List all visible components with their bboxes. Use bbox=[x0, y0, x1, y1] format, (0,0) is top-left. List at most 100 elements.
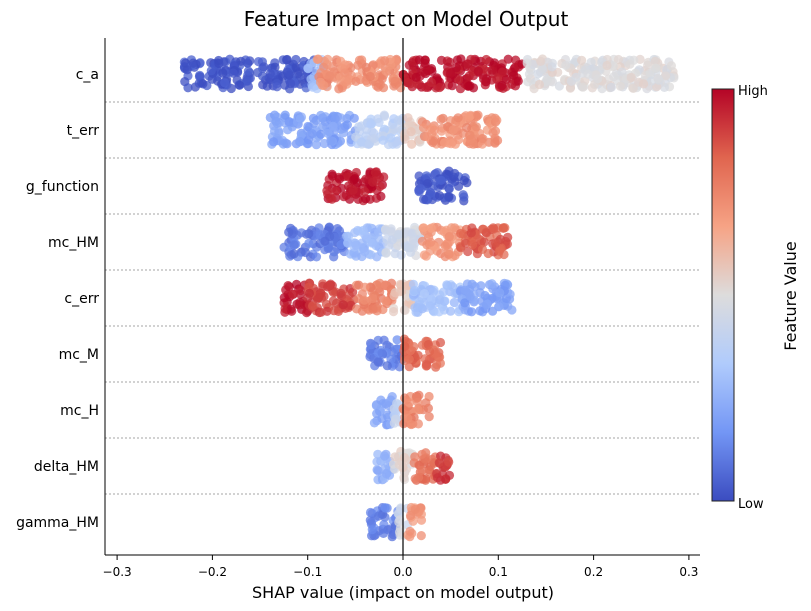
shap-point bbox=[243, 58, 253, 68]
shap-point bbox=[303, 63, 313, 73]
shap-point bbox=[379, 172, 389, 182]
shap-point bbox=[354, 122, 364, 132]
shap-point bbox=[405, 79, 415, 89]
shap-point bbox=[365, 507, 376, 518]
shap-point bbox=[424, 467, 435, 477]
shap-point bbox=[381, 296, 391, 306]
shap-point bbox=[434, 307, 444, 317]
shap-point bbox=[433, 473, 443, 483]
shap-point bbox=[413, 350, 423, 360]
shap-point bbox=[538, 64, 548, 74]
shap-point bbox=[390, 249, 400, 259]
shap-point bbox=[439, 138, 450, 148]
shap-point bbox=[393, 230, 403, 240]
shap-point bbox=[386, 226, 396, 236]
shap-point bbox=[513, 76, 523, 86]
shap-point bbox=[361, 62, 371, 72]
shap-point bbox=[399, 473, 409, 483]
shap-point bbox=[377, 74, 387, 84]
shap-point bbox=[334, 174, 345, 184]
shap-point bbox=[411, 72, 421, 82]
shap-point bbox=[378, 135, 388, 145]
feature-label-gamma-hm: gamma_HM bbox=[16, 515, 99, 531]
shap-point bbox=[417, 449, 427, 459]
shap-point bbox=[408, 279, 418, 289]
shap-point bbox=[547, 62, 557, 72]
shap-point bbox=[342, 231, 352, 241]
shap-point bbox=[340, 68, 350, 78]
shap-point bbox=[349, 113, 359, 123]
shap-point bbox=[451, 63, 461, 73]
shap-point bbox=[495, 288, 505, 298]
shap-point bbox=[436, 114, 446, 124]
shap-point bbox=[464, 81, 474, 91]
x-axis-ticks: −0.3 −0.2 −0.1 0.0 0.1 0.2 0.3 bbox=[103, 555, 698, 579]
shap-point bbox=[577, 55, 587, 65]
shap-point bbox=[628, 83, 638, 93]
shap-point bbox=[379, 124, 389, 134]
shap-point bbox=[447, 81, 457, 91]
feature-points-delta-hm bbox=[372, 446, 455, 485]
shap-point bbox=[478, 134, 488, 144]
shap-point bbox=[424, 412, 434, 422]
shap-point bbox=[653, 74, 663, 84]
shap-point bbox=[442, 280, 452, 290]
shap-point bbox=[615, 81, 626, 91]
shap-point bbox=[188, 58, 198, 68]
shap-point bbox=[416, 184, 426, 194]
shap-point bbox=[643, 60, 653, 70]
shap-point bbox=[377, 348, 387, 358]
shap-point bbox=[348, 185, 358, 195]
shap-point bbox=[444, 183, 454, 193]
shap-point bbox=[389, 290, 399, 301]
feature-points-mc-m bbox=[365, 334, 446, 372]
colorbar: High Low Feature Value bbox=[711, 84, 800, 512]
shap-point bbox=[316, 129, 326, 139]
shap-point bbox=[405, 526, 415, 536]
shap-point bbox=[360, 247, 370, 257]
shap-point bbox=[407, 58, 418, 68]
shap-point bbox=[342, 120, 352, 130]
shap-point bbox=[306, 74, 316, 84]
shap-point bbox=[388, 307, 399, 317]
shap-point bbox=[262, 81, 272, 91]
shap-point bbox=[413, 405, 423, 415]
shap-point bbox=[479, 74, 489, 84]
shap-point bbox=[284, 227, 294, 237]
shap-point bbox=[195, 72, 205, 82]
shap-point bbox=[410, 504, 420, 514]
x-tick-label: 0.0 bbox=[393, 565, 412, 579]
shap-point bbox=[368, 304, 378, 314]
colorbar-gradient bbox=[711, 88, 735, 502]
shap-point bbox=[413, 419, 423, 429]
shap-point bbox=[382, 410, 392, 420]
shap-point bbox=[419, 223, 429, 233]
shap-point bbox=[464, 112, 474, 122]
shap-point bbox=[460, 298, 470, 308]
shap-point bbox=[417, 465, 427, 475]
shap-point bbox=[380, 56, 390, 66]
shap-point bbox=[435, 295, 445, 305]
shap-point bbox=[444, 457, 454, 467]
shap-point bbox=[480, 290, 490, 301]
shap-point bbox=[218, 68, 228, 78]
shap-point bbox=[407, 228, 417, 238]
shap-point bbox=[448, 125, 458, 135]
shap-point bbox=[368, 177, 378, 187]
shap-point bbox=[473, 110, 483, 120]
shap-point bbox=[617, 67, 627, 77]
shap-point bbox=[650, 56, 660, 66]
shap-point bbox=[265, 69, 275, 79]
shap-point bbox=[467, 307, 477, 317]
shap-point bbox=[378, 528, 389, 539]
shap-point bbox=[404, 398, 414, 408]
shap-point bbox=[406, 127, 416, 137]
shap-point bbox=[380, 503, 390, 513]
shap-point bbox=[481, 228, 491, 238]
shap-point bbox=[497, 67, 507, 77]
shap-point bbox=[311, 140, 321, 150]
shap-point bbox=[447, 223, 457, 233]
shap-point bbox=[639, 79, 649, 89]
colorbar-title: Feature Value bbox=[781, 241, 800, 350]
shap-point bbox=[390, 76, 400, 86]
